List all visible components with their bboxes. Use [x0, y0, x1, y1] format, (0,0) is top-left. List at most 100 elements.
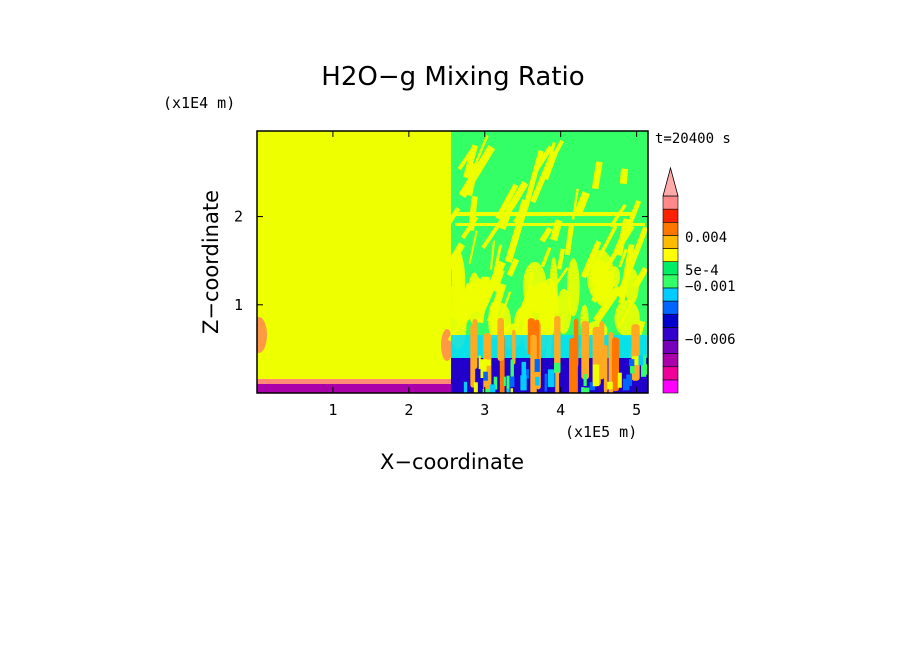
colorbar-extend-arrow [662, 166, 679, 197]
x-unit-label: (x1E5 m) [565, 423, 637, 441]
region-left-surface [257, 379, 451, 384]
streak [618, 248, 628, 268]
x-axis-title: X−coordinate [380, 450, 524, 474]
mix-patch [506, 388, 510, 393]
mix-patch [483, 371, 488, 381]
chart-title: H2O−g Mixing Ratio [321, 62, 584, 92]
region-right-plumes [463, 315, 648, 393]
streak [566, 258, 580, 317]
colorbar-swatch [662, 287, 679, 302]
plume [569, 338, 578, 393]
streak [451, 250, 464, 293]
y-axis: 12 [234, 208, 648, 314]
mix-patch [589, 382, 596, 391]
plot-frame [256, 130, 649, 394]
x-tick-label: 5 [632, 401, 641, 419]
mix-patch [482, 389, 489, 393]
mix-patch [622, 378, 630, 391]
streak [586, 249, 615, 302]
colorbar-swatch [662, 261, 679, 276]
streak [557, 248, 565, 270]
mix-patch [632, 356, 639, 366]
time-label: t=20400 s [655, 131, 731, 147]
colorbar: 0.004 5e-4−0.001 −0.006 [662, 166, 736, 394]
streak [489, 240, 496, 270]
streak [571, 188, 579, 220]
plume [611, 337, 620, 392]
streak [523, 150, 544, 209]
mix-patch [493, 376, 498, 390]
plume [470, 324, 476, 388]
streak [506, 258, 520, 277]
plume [603, 344, 608, 393]
colorbar-swatch [662, 221, 679, 236]
mix-patch [478, 355, 481, 370]
mix-patch [581, 387, 585, 393]
colorbar-swatch [662, 274, 679, 289]
streak [591, 161, 603, 190]
mix-patch [463, 381, 468, 393]
mix-patch [521, 361, 527, 383]
plume [530, 334, 537, 393]
mix-patch [544, 373, 548, 392]
streak [545, 145, 561, 181]
streak [549, 257, 558, 317]
mix-patch [617, 372, 622, 388]
x-tick-label: 4 [556, 401, 565, 419]
region-left-bottom [257, 384, 451, 393]
mix-patch [638, 355, 644, 366]
colorbar-label: −0.001 [685, 279, 736, 295]
x-tick-label: 3 [480, 401, 489, 419]
colorbar-swatch [662, 195, 679, 210]
band-upper [455, 212, 635, 216]
mix-patch [510, 376, 515, 388]
mix-patch [592, 364, 598, 387]
plot-area [257, 131, 648, 393]
colorbar-swatch [662, 248, 679, 262]
streak [540, 247, 552, 268]
mix-patch [641, 364, 648, 375]
y-tick-label: 2 [234, 208, 243, 226]
streak [624, 268, 639, 304]
mix-patch [485, 359, 491, 366]
streak [457, 148, 474, 171]
plume [581, 320, 590, 380]
streak [464, 289, 481, 314]
y-axis-title: Z−coordinate [199, 190, 223, 334]
streak [598, 225, 618, 258]
colorbar-swatch [662, 327, 679, 341]
x-axis: 1 2 3 4 5 [328, 131, 641, 419]
mix-patch [520, 375, 527, 391]
colorbar-swatch [662, 235, 679, 249]
y-unit-label: (x1E4 m) [163, 94, 235, 112]
mix-patch [547, 369, 555, 388]
colorbar-swatch [662, 379, 679, 394]
mix-patch [506, 375, 510, 393]
region-left-edge-plume [257, 317, 267, 353]
colorbar-label: 5e-4 [685, 263, 719, 279]
mix-patch [629, 360, 635, 374]
mix-patch [510, 360, 514, 377]
mix-patch [473, 382, 478, 393]
mix-patch [480, 359, 487, 379]
mix-patch [554, 362, 561, 373]
plume [512, 329, 516, 365]
mix-patch [628, 359, 635, 367]
streak [522, 261, 547, 310]
streak [493, 244, 503, 275]
colorbar-swatch [662, 340, 679, 354]
colorbar-swatch [662, 313, 679, 328]
colorbar-label: −0.006 [685, 332, 736, 348]
colorbar-swatch [662, 353, 679, 368]
streak [505, 204, 529, 263]
streak [468, 230, 478, 264]
streak [539, 226, 553, 243]
streak [544, 142, 556, 175]
mix-patch [534, 359, 540, 372]
mix-patch [503, 376, 506, 387]
streak [464, 163, 479, 197]
colorbar-swatch [662, 366, 679, 381]
streak [564, 222, 575, 256]
colorbar-swatch [662, 300, 679, 315]
